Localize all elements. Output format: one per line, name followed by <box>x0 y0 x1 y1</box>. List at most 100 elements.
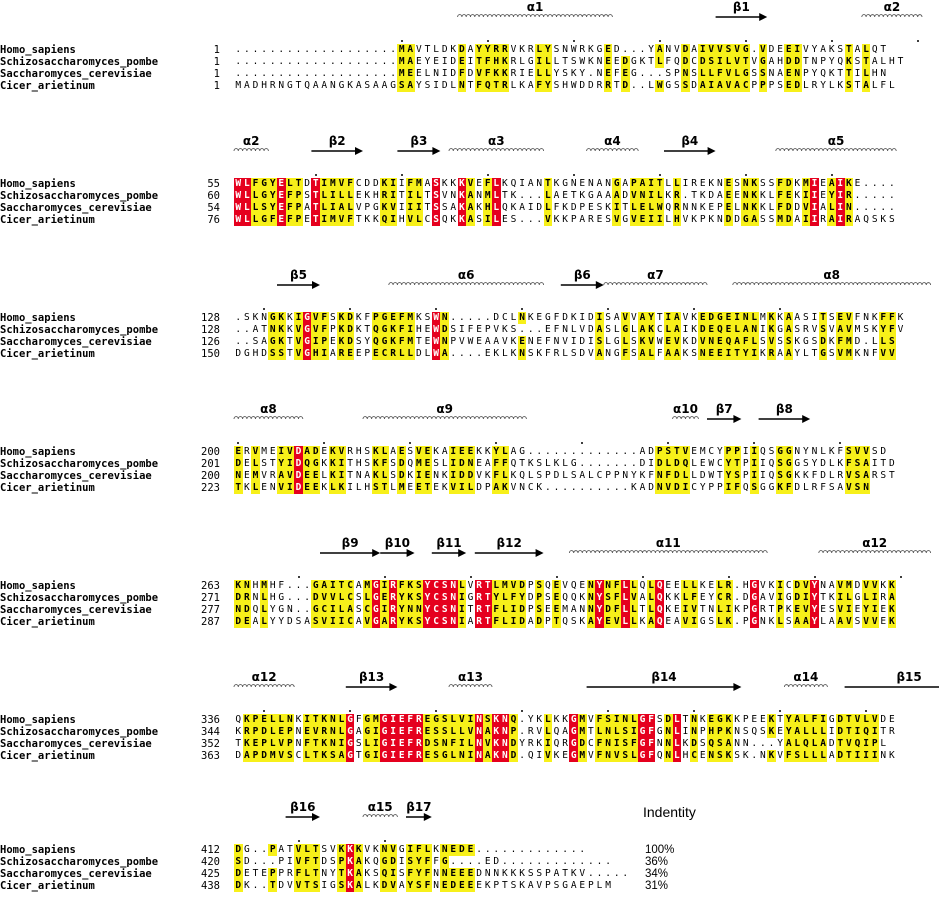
residue: . <box>278 44 285 55</box>
residue: E <box>242 616 252 628</box>
residue: S <box>407 446 414 457</box>
residue: I <box>414 470 424 482</box>
residue: A <box>724 738 733 750</box>
residue: K <box>767 324 776 336</box>
residue: . <box>605 482 611 493</box>
residue: V <box>510 482 517 493</box>
residue: L <box>664 458 673 470</box>
residue: V <box>261 470 267 481</box>
secondary-structure-track <box>457 13 923 21</box>
residue: K <box>579 616 586 627</box>
residue: P <box>527 604 534 615</box>
residue: R <box>492 44 501 56</box>
residue: A <box>345 604 355 616</box>
residue: V <box>466 178 475 190</box>
strand-label: β4 <box>681 134 699 148</box>
residue: G <box>302 348 312 360</box>
residue: K <box>519 868 525 879</box>
residue: . <box>545 856 551 867</box>
residue: K <box>502 868 508 879</box>
residue: S <box>414 592 424 604</box>
column-tick <box>435 308 438 310</box>
column-tick <box>486 174 489 176</box>
residue: I <box>320 178 329 190</box>
residue: V <box>510 44 517 55</box>
residue: E <box>784 44 793 56</box>
residue: C <box>355 178 362 189</box>
residue: P <box>870 738 879 750</box>
residue: . <box>562 844 568 855</box>
residue: R <box>724 580 733 592</box>
residue: E <box>277 190 286 202</box>
residue: N <box>440 312 449 324</box>
residue: T <box>347 470 353 481</box>
residue: K <box>345 880 355 892</box>
residue: Y <box>810 592 819 604</box>
residue: S <box>777 80 783 91</box>
residue: T <box>691 190 697 201</box>
residue: K <box>750 178 759 190</box>
residue: K <box>837 458 844 469</box>
residue: F <box>612 592 621 604</box>
residue: I <box>750 458 759 470</box>
residue: I <box>302 714 312 726</box>
residue: E <box>854 604 861 615</box>
residue: I <box>775 592 785 604</box>
residue: L <box>268 714 277 726</box>
residue: . <box>244 336 250 347</box>
residue: L <box>424 68 431 79</box>
residue: L <box>803 482 809 493</box>
residue: S <box>681 80 690 92</box>
residue: M <box>371 714 381 726</box>
residue: E <box>699 592 706 603</box>
residue: A <box>483 726 492 738</box>
residue: V <box>861 446 871 458</box>
residue: S <box>476 214 482 225</box>
residue: A <box>674 616 680 627</box>
residue: Y <box>595 580 604 592</box>
residue: D <box>836 750 845 762</box>
residue: . <box>536 844 543 855</box>
residue: E <box>406 68 415 80</box>
residue: I <box>449 458 458 470</box>
start-position: 200 <box>201 470 220 482</box>
residue: L <box>629 202 639 214</box>
residue: E <box>397 738 406 750</box>
residue: S <box>603 714 613 726</box>
residue: V <box>588 714 594 725</box>
residue: K <box>320 738 329 750</box>
residue: L <box>665 214 672 225</box>
residue: N <box>287 604 293 615</box>
residue: . <box>570 446 577 457</box>
residue: T <box>311 202 320 214</box>
residue: N <box>681 68 690 80</box>
residue: L <box>500 470 510 482</box>
residue: N <box>579 604 586 615</box>
residue: S <box>510 880 517 891</box>
residue: G <box>373 202 379 213</box>
residue: I <box>371 726 381 738</box>
residue: L <box>672 714 682 726</box>
residue: F <box>854 312 861 323</box>
residue: E <box>517 336 527 348</box>
residue: D <box>457 470 467 482</box>
residue: N <box>760 750 766 761</box>
residue: N <box>457 750 467 762</box>
residue: V <box>502 336 508 347</box>
residue: V <box>612 214 621 226</box>
residue: F <box>406 738 415 750</box>
residue: F <box>278 580 285 591</box>
start-position: 1 <box>213 68 220 80</box>
residue: . <box>450 348 457 359</box>
residue: . <box>252 844 259 855</box>
residue: I <box>750 470 759 482</box>
residue: . <box>613 446 620 457</box>
residue: G <box>569 750 578 762</box>
column-tick <box>349 308 352 310</box>
residue: L <box>818 750 828 762</box>
residue: . <box>244 44 250 55</box>
residue: . <box>261 68 267 79</box>
residue: N <box>605 178 611 189</box>
residue: N <box>844 202 854 214</box>
residue: G <box>311 604 320 616</box>
